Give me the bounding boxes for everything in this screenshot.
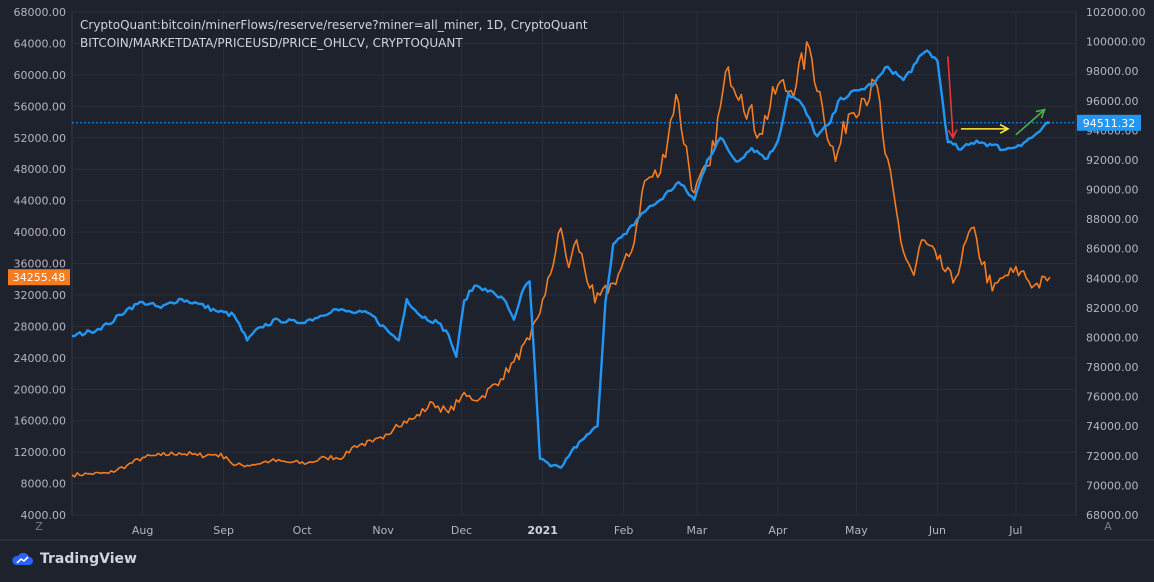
arrow_flat-head [999, 123, 1010, 134]
right-axis-tick-label: 86000.00 [1086, 243, 1139, 256]
arrow_down-annotation [947, 56, 958, 140]
right-axis-tick-label: 84000.00 [1086, 272, 1139, 285]
left-axis-tick-label: 4000.00 [21, 509, 67, 522]
left-axis-tick-label: 64000.00 [14, 37, 67, 50]
right-axis-tick-label: 90000.00 [1086, 184, 1139, 197]
x-axis-tick-label: Sep [213, 524, 234, 537]
tradingview-brand: TradingView [40, 551, 137, 567]
right-axis-tick-label: 80000.00 [1086, 331, 1139, 344]
chart-legend: CryptoQuant:bitcoin/minerFlows/reserve/r… [80, 16, 588, 52]
left-axis-tick-label: 12000.00 [14, 446, 67, 459]
left-axis-tick-label: 60000.00 [14, 69, 67, 82]
price-last-value-badge [8, 269, 70, 286]
right-axis-tick-label: 70000.00 [1086, 479, 1139, 492]
timezone-button[interactable]: Z [35, 520, 43, 533]
right-axis-tick-label: 78000.00 [1086, 361, 1139, 374]
right-axis-tick-label: 88000.00 [1086, 213, 1139, 226]
x-axis-tick-label: Feb [614, 524, 633, 537]
x-axis-tick-label: Jul [1008, 524, 1022, 537]
right-axis-tick-label: 68000.00 [1086, 509, 1139, 522]
auto-scale-button[interactable]: A [1104, 520, 1112, 533]
left-axis-tick-label: 28000.00 [14, 320, 67, 333]
left-axis-tick-label: 40000.00 [14, 226, 67, 239]
price-series-title: BITCOIN/MARKETDATA/PRICEUSD/PRICE_OHLCV,… [80, 36, 463, 50]
right-axis-tick-label: 98000.00 [1086, 65, 1139, 78]
left-axis-tick-label: 16000.00 [14, 415, 67, 428]
right-axis-tick-label: 76000.00 [1086, 391, 1139, 404]
left-axis-tick-label: 44000.00 [14, 195, 67, 208]
left-axis-tick-label: 48000.00 [14, 163, 67, 176]
x-axis-tick-label: Apr [768, 524, 788, 537]
left-axis-tick-label: 56000.00 [14, 100, 67, 113]
arrow_down-head [947, 129, 958, 140]
x-axis-tick-label: May [845, 524, 868, 537]
arrow_flat-annotation [960, 123, 1010, 134]
left-axis-tick-label: 52000.00 [14, 132, 67, 145]
right-axis-tick-label: 72000.00 [1086, 450, 1139, 463]
x-axis-tick-label: Nov [372, 524, 394, 537]
left-axis-tick-label: 8000.00 [21, 478, 67, 491]
tradingview-logo[interactable]: TradingView [10, 551, 137, 567]
arrow_down-shaft [947, 56, 954, 138]
left-axis-tick-label: 24000.00 [14, 352, 67, 365]
right-axis-tick-label: 74000.00 [1086, 420, 1139, 433]
left-axis-tick-label: 68000.00 [14, 6, 67, 19]
x-axis-tick-label: Dec [451, 524, 472, 537]
x-axis-tick-label: Oct [293, 524, 313, 537]
x-axis-tick-label: Jun [928, 524, 946, 537]
x-axis-tick-label: Aug [132, 524, 153, 537]
right-axis-tick-label: 82000.00 [1086, 302, 1139, 315]
right-axis-tick-label: 96000.00 [1086, 95, 1139, 108]
arrow_up-head [1035, 108, 1046, 119]
reserve-last-value-badge [1077, 114, 1141, 131]
right-axis-tick-label: 100000.00 [1086, 36, 1146, 49]
reserve-series-line [71, 49, 1051, 469]
arrow_up-shaft [1015, 109, 1046, 136]
left-axis-tick-label: 36000.00 [14, 258, 67, 271]
left-axis-tick-label: 32000.00 [14, 289, 67, 302]
x-axis-tick-label: Mar [687, 524, 708, 537]
right-axis-tick-label: 92000.00 [1086, 154, 1139, 167]
reserve-last-value-label: 94511.32 [1083, 117, 1136, 130]
reserve-series-title: CryptoQuant:bitcoin/minerFlows/reserve/r… [80, 18, 588, 32]
arrow_up-annotation [1015, 108, 1046, 136]
left-axis-tick-label: 20000.00 [14, 383, 67, 396]
price-last-value-label: 34255.48 [13, 271, 66, 284]
price-series-line [71, 41, 1051, 478]
tradingview-cloud-icon [12, 552, 33, 565]
right-axis-tick-label: 102000.00 [1086, 6, 1146, 19]
x-axis-tick-label: 2021 [527, 524, 558, 537]
